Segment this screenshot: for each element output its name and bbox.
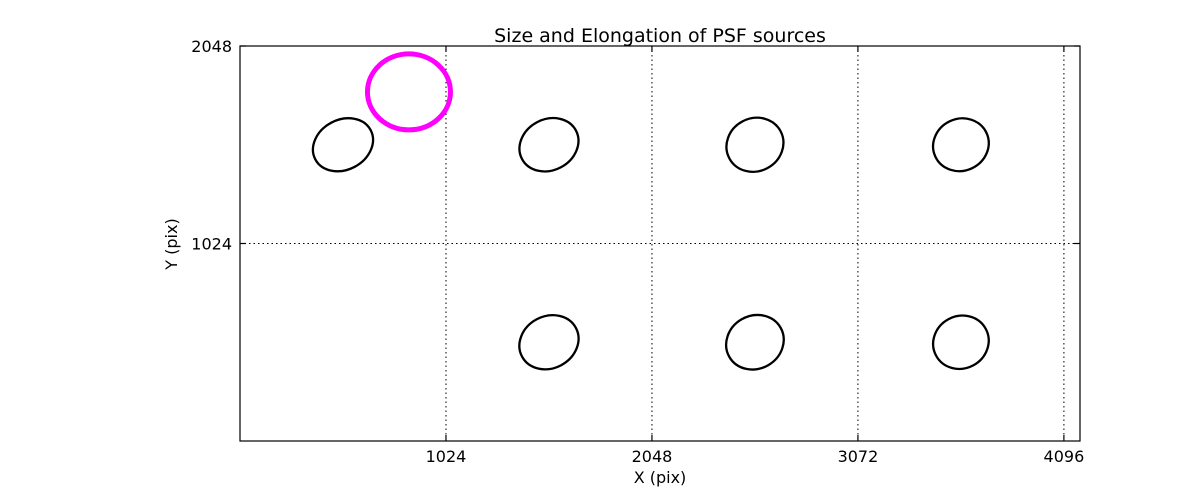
y-tick-label: 1024 [191, 235, 232, 254]
psf-ellipse [725, 313, 785, 371]
y-axis-label: Y (pix) [162, 218, 181, 270]
x-tick-label: 1024 [426, 447, 467, 466]
psf-ellipse [931, 117, 990, 173]
x-tick-label: 3072 [838, 447, 879, 466]
psf-ellipse [931, 314, 990, 371]
psf-sources-layer [311, 51, 990, 371]
tick-mark-layer [240, 45, 1080, 441]
psf-ellipse [311, 117, 375, 173]
gridline-layer [240, 46, 1080, 441]
plot-title: Size and Elongation of PSF sources [494, 25, 826, 47]
psf-ellipse [518, 314, 580, 371]
psf-ellipse [725, 116, 785, 173]
tick-label-layer: 1024 2048 3072 4096 1024 2048 [191, 37, 1084, 466]
x-tick-label: 4096 [1044, 447, 1085, 466]
highlighted-psf-ellipse [364, 51, 453, 133]
x-axis-label: X (pix) [634, 468, 687, 487]
y-tick-label: 2048 [191, 37, 232, 56]
psf-ellipse [518, 116, 580, 173]
x-tick-label: 2048 [632, 447, 673, 466]
